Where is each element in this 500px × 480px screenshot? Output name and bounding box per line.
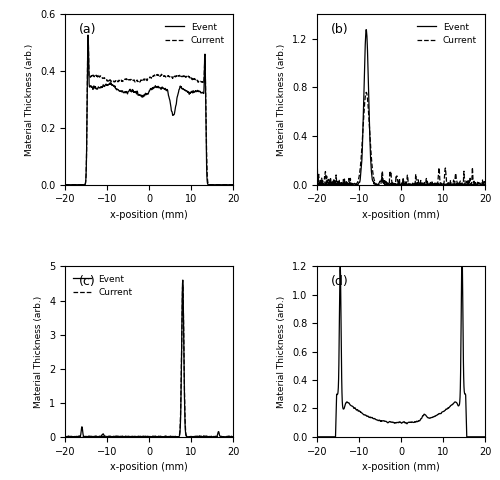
Current — [174, 74, 180, 80]
Current — [390, 181, 396, 187]
Current — [364, 89, 370, 95]
Current — [64, 434, 70, 440]
Event — [452, 182, 458, 188]
Event — [105, 433, 111, 439]
Text: (b): (b) — [330, 23, 348, 36]
Event — [364, 27, 370, 33]
Y-axis label: Material Thickness (arb.): Material Thickness (arb.) — [26, 43, 35, 156]
Event — [189, 89, 195, 95]
Current — [162, 73, 168, 79]
Current — [441, 181, 447, 187]
Current — [230, 434, 236, 440]
Current — [92, 72, 98, 78]
Line: Current: Current — [65, 285, 233, 437]
Current — [62, 434, 68, 440]
Current — [189, 76, 195, 82]
Event — [106, 82, 112, 87]
Event — [138, 93, 144, 98]
Event — [92, 84, 98, 89]
Current — [189, 434, 195, 440]
Current — [414, 178, 420, 184]
Event — [344, 181, 349, 187]
Line: Event: Event — [317, 30, 485, 185]
Y-axis label: Material Thickness (arb.): Material Thickness (arb.) — [278, 43, 286, 156]
Event — [85, 32, 91, 38]
Current — [426, 181, 432, 187]
Event — [174, 93, 180, 99]
Event — [441, 181, 447, 187]
Text: (c): (c) — [78, 275, 95, 288]
Y-axis label: Material Thickness (arb.): Material Thickness (arb.) — [278, 296, 286, 408]
Current — [314, 171, 320, 177]
Event — [62, 182, 68, 188]
Current — [174, 434, 180, 440]
Event — [162, 433, 168, 439]
Event — [130, 434, 136, 440]
Legend: Event, Current: Event, Current — [414, 19, 480, 48]
Current — [138, 434, 144, 440]
Event — [414, 181, 420, 187]
X-axis label: x-position (mm): x-position (mm) — [110, 462, 188, 472]
Current — [85, 32, 91, 38]
Event — [426, 181, 432, 187]
Current — [357, 166, 363, 171]
Event — [357, 177, 363, 182]
Event — [390, 182, 396, 188]
Text: (d): (d) — [330, 275, 348, 288]
Event — [314, 182, 320, 188]
Event — [138, 434, 144, 440]
Event — [174, 434, 180, 440]
Legend: Event, Current: Event, Current — [162, 19, 228, 48]
Current — [344, 178, 349, 184]
Y-axis label: Material Thickness (arb.): Material Thickness (arb.) — [34, 296, 43, 408]
Current — [482, 182, 488, 188]
Legend: Event, Current: Event, Current — [70, 271, 136, 301]
Current — [106, 79, 112, 84]
Current — [62, 182, 68, 188]
Event — [92, 433, 98, 439]
Current — [162, 433, 168, 439]
Line: Event: Event — [65, 35, 233, 185]
Event — [62, 434, 68, 440]
Event — [482, 181, 488, 187]
Text: (a): (a) — [78, 23, 96, 36]
X-axis label: x-position (mm): x-position (mm) — [362, 210, 440, 220]
Current — [138, 77, 144, 83]
Current — [92, 433, 98, 439]
Event — [189, 434, 195, 440]
Event — [180, 277, 186, 283]
X-axis label: x-position (mm): x-position (mm) — [362, 462, 440, 472]
Current — [180, 282, 186, 288]
Current — [230, 182, 236, 188]
Line: Event: Event — [65, 280, 233, 437]
Line: Current: Current — [317, 92, 485, 185]
Event — [162, 86, 168, 92]
Event — [230, 182, 236, 188]
Line: Current: Current — [65, 35, 233, 185]
X-axis label: x-position (mm): x-position (mm) — [110, 210, 188, 220]
Current — [106, 434, 112, 440]
Event — [230, 434, 236, 440]
